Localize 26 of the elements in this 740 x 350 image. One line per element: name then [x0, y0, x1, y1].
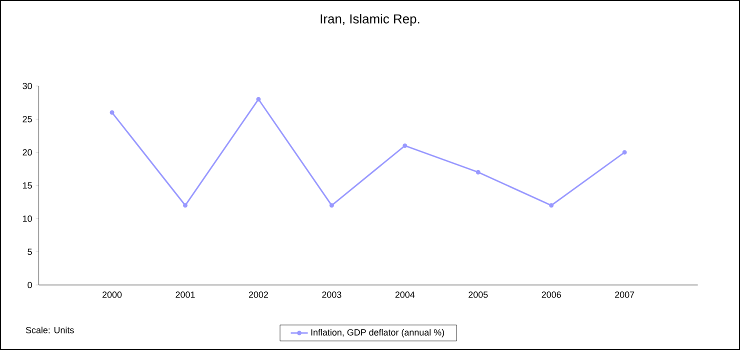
point — [329, 203, 334, 208]
point — [256, 97, 261, 102]
x-tick-label: 2000 — [102, 292, 122, 298]
y-tick-label: 0 — [28, 282, 32, 288]
x-tick-label: 2002 — [248, 292, 268, 298]
point — [110, 110, 114, 115]
point — [622, 150, 627, 155]
x-tick-label: 2007 — [615, 292, 634, 298]
point — [402, 143, 408, 148]
y-tick-label: 25 — [22, 116, 32, 122]
chart-title: Iran, Islamic Rep. — [320, 14, 420, 26]
legend-label: Inflation, GDP deflator (annual %) — [311, 328, 444, 338]
y-tick-label: 5 — [28, 248, 32, 255]
point — [476, 170, 480, 174]
x-tick-label: 2004 — [395, 292, 415, 298]
x-tick-label: 2005 — [468, 292, 488, 298]
point — [183, 203, 188, 208]
y-tick-label: 20 — [22, 149, 32, 156]
y-tick-label: 10 — [23, 215, 32, 222]
y-tick-label: 30 — [22, 82, 32, 90]
x-tick-label: 2001 — [176, 292, 195, 298]
y-tick-label: 15 — [23, 182, 32, 189]
point — [549, 203, 554, 208]
x-tick-label: 2006 — [542, 292, 561, 298]
x-tick-label: 2003 — [322, 292, 342, 298]
text: Scale: Units — [26, 326, 74, 334]
